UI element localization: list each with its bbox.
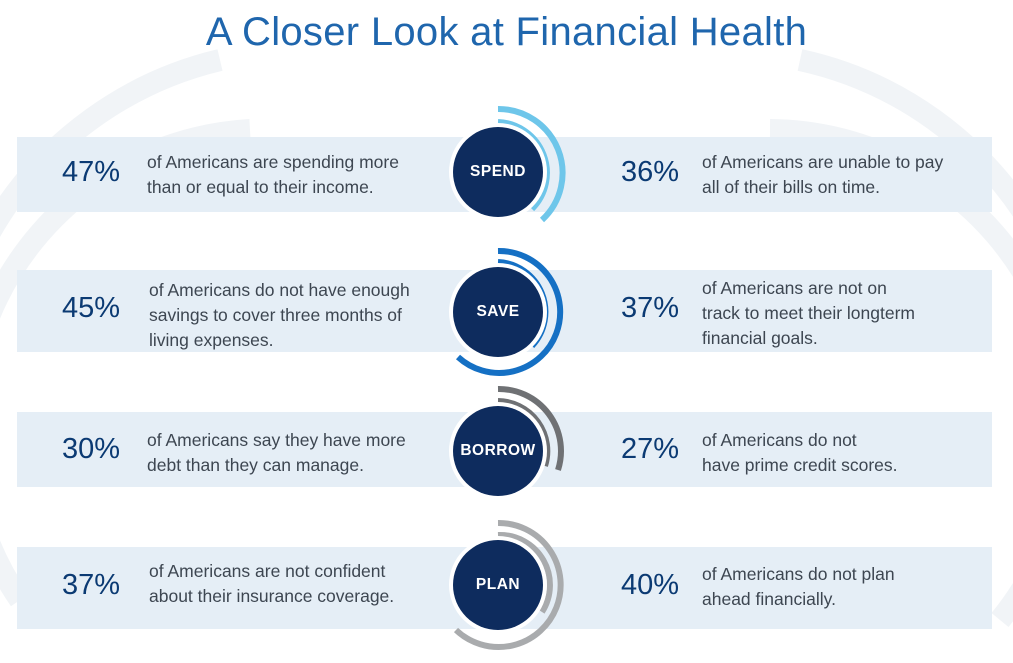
text-line: of Americans do not plan — [702, 564, 895, 584]
text-line: savings to cover three months of — [149, 305, 402, 325]
text-line: of Americans are not on — [702, 278, 887, 298]
plan-right-percent: 40% — [621, 569, 680, 601]
spend-right-percent: 36% — [621, 156, 680, 188]
text-line: about their insurance coverage. — [149, 586, 395, 606]
spend-left-text: of Americans are spending more than or e… — [147, 150, 399, 200]
save-ring-inner — [497, 259, 549, 349]
save-right-text: of Americans are not on track to meet th… — [702, 276, 915, 351]
save-left-text: of Americans do not have enough savings … — [149, 278, 410, 353]
plan-left-text: of Americans are not confident about the… — [149, 559, 394, 609]
text-line: of Americans do not have enough — [149, 280, 410, 300]
text-line: of Americans do not — [702, 430, 857, 450]
plan-badge: PLAN — [453, 540, 543, 630]
spend-ring-inner — [497, 119, 550, 212]
spend-badge: SPEND — [453, 127, 543, 217]
text-line: of Americans are unable to pay — [702, 152, 944, 172]
borrow-right-text: of Americans do not have prime credit sc… — [702, 428, 898, 478]
text-line: living expenses. — [149, 330, 274, 350]
text-line: than or equal to their income. — [147, 177, 374, 197]
borrow-ring-inner — [497, 398, 551, 467]
plan-ring-outer — [453, 519, 564, 650]
text-line: financial goals. — [702, 328, 818, 348]
text-line: of Americans say they have more — [147, 430, 406, 450]
borrow-ring-outer — [497, 385, 564, 471]
borrow-right-percent: 27% — [621, 433, 680, 465]
borrow-badge: BORROW — [453, 406, 543, 496]
page-title: A Closer Look at Financial Health — [205, 10, 808, 54]
save-right-percent: 37% — [621, 292, 680, 324]
spend-right-text: of Americans are unable to pay all of th… — [702, 150, 943, 200]
borrow-left-text: of Americans say they have more debt tha… — [147, 428, 406, 478]
plan-ring-inner — [497, 531, 553, 614]
save-badge: SAVE — [453, 267, 543, 357]
borrow-left-percent: 30% — [62, 433, 121, 465]
save-left-percent: 45% — [62, 292, 121, 324]
text-line: track to meet their longterm — [702, 303, 915, 323]
text-line: of Americans are not confident — [149, 561, 386, 581]
spend-ring-outer — [497, 105, 566, 223]
text-line: of Americans are spending more — [147, 152, 399, 172]
text-line: debt than they can manage. — [147, 455, 364, 475]
text-line: have prime credit scores. — [702, 455, 898, 475]
text-line: ahead financially. — [702, 589, 836, 609]
text-line: all of their bills on time. — [702, 177, 880, 197]
plan-left-percent: 37% — [62, 569, 121, 601]
plan-right-text: of Americans do not plan ahead financial… — [702, 562, 895, 612]
save-ring-outer — [455, 247, 564, 376]
spend-left-percent: 47% — [62, 156, 121, 188]
